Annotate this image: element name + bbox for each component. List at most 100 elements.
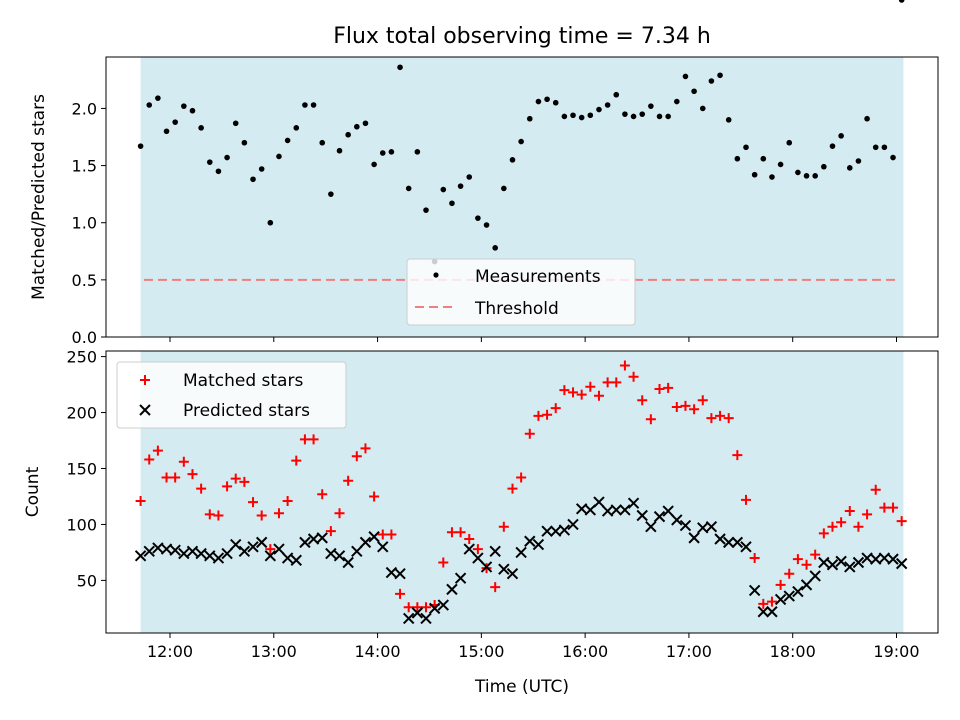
top-legend: Measurements Threshold — [406, 258, 636, 326]
bottom-y-tick-label: 100 — [66, 515, 97, 534]
matched-star-point — [421, 602, 431, 613]
matched-star-point — [888, 502, 899, 513]
legend-threshold: Threshold — [474, 299, 559, 319]
measurement-point — [336, 147, 343, 154]
predicted-star-point — [783, 590, 795, 602]
measurement-point — [302, 102, 308, 108]
matched-star-point — [879, 502, 890, 513]
measurement-point — [734, 155, 741, 162]
measurement-point — [786, 139, 793, 146]
matched-star-point — [741, 494, 751, 505]
predicted-star-point — [645, 520, 657, 533]
matched-star-point — [766, 596, 777, 607]
predicted-star-point — [273, 543, 285, 555]
measurement-point — [674, 98, 680, 105]
matched-star-point — [896, 516, 907, 527]
x-tick-label: 19:00 — [873, 642, 919, 661]
measurement-point — [544, 96, 550, 103]
matched-star-point — [490, 582, 501, 593]
measurement-point — [475, 215, 481, 221]
measurement-point — [232, 120, 239, 127]
matched-star-point — [818, 528, 829, 539]
bottom-y-tick-label: 150 — [66, 460, 97, 479]
matched-star-point — [853, 521, 864, 532]
measurement-point — [172, 119, 178, 125]
matched-star-point — [619, 360, 630, 371]
matched-star-point — [403, 602, 414, 613]
measurement-point — [665, 113, 671, 120]
top-panel: 0.00.51.01.52.0 Matched/Predicted stars … — [29, 0, 939, 347]
measurement-point — [267, 219, 274, 226]
predicted-star-point — [636, 509, 648, 522]
measurement-point — [699, 105, 706, 112]
predicted-star-point — [299, 536, 311, 549]
predicted-star-point — [377, 541, 389, 553]
measurement-point — [423, 207, 429, 213]
measurement-point — [163, 128, 170, 135]
matched-star-point — [593, 390, 604, 401]
predicted-star-point — [333, 550, 346, 562]
matched-star-point — [723, 413, 734, 424]
predicted-star-point — [238, 545, 251, 558]
predicted-star-point — [610, 504, 622, 516]
measurement-point — [639, 111, 646, 117]
predicted-star-point — [255, 536, 268, 549]
matched-star-point — [602, 377, 613, 388]
measurement-point — [829, 143, 836, 149]
top-y-tick-label: 0.5 — [72, 271, 97, 290]
measurement-point — [812, 173, 818, 179]
bottom-legend: Matched stars Predicted stars — [116, 361, 347, 429]
measurement-point — [864, 115, 870, 122]
matched-star-point — [637, 395, 648, 406]
measurement-point — [855, 158, 862, 164]
predicted-star-point — [895, 557, 908, 570]
matched-star-point — [542, 409, 553, 420]
predicted-star-point — [887, 553, 899, 565]
measurement-point — [397, 64, 403, 71]
measurement-point — [613, 91, 620, 98]
matched-star-point — [334, 508, 345, 519]
top-y-ticks: 0.0 0.5 1.0 1.5 2.0 — [72, 99, 106, 347]
predicted-star-point — [809, 570, 821, 582]
measurement-points — [137, 0, 905, 265]
measurement-point — [725, 117, 732, 123]
top-axes-frame — [105, 56, 939, 338]
measurement-point — [457, 183, 464, 189]
predicted-star-point — [437, 599, 450, 611]
measurement-point — [846, 165, 853, 171]
predicted-star-point — [627, 497, 640, 509]
matched-star-point — [317, 489, 328, 500]
predicted-star-point — [454, 572, 467, 584]
x-tick-label: 18:00 — [770, 642, 816, 661]
measurement-point — [578, 114, 585, 121]
x-tick-label: 12:00 — [147, 642, 193, 661]
measurement-point — [682, 73, 689, 80]
predicted-star-point — [731, 536, 744, 549]
x-tick-label: 17:00 — [666, 642, 712, 661]
predicted-star-point — [186, 545, 199, 558]
top-y-tick-label: 1.0 — [72, 214, 97, 233]
matched-star-point — [663, 382, 674, 393]
predicted-star-point — [402, 612, 415, 625]
measurement-point — [310, 102, 317, 108]
measurement-point — [561, 113, 568, 120]
predicted-star-point — [722, 536, 735, 549]
measurement-point — [241, 139, 248, 146]
predicted-star-point — [212, 552, 225, 564]
measurement-point — [751, 171, 758, 178]
measurement-point — [898, 0, 905, 3]
matched-star-point — [360, 443, 371, 454]
measurement-point — [215, 168, 222, 175]
matched-star-point — [862, 509, 873, 520]
predicted-star-point — [204, 550, 216, 562]
predicted-star-point — [558, 524, 571, 536]
measurement-point — [501, 185, 507, 192]
predicted-star-point — [748, 584, 761, 597]
matched-star-point — [559, 385, 570, 396]
measurement-point — [777, 161, 784, 168]
matched-star-point — [671, 401, 682, 412]
measurement-point — [284, 137, 291, 144]
measurement-point — [189, 107, 196, 114]
matched-star-point — [758, 598, 769, 609]
measurement-point — [414, 149, 421, 155]
